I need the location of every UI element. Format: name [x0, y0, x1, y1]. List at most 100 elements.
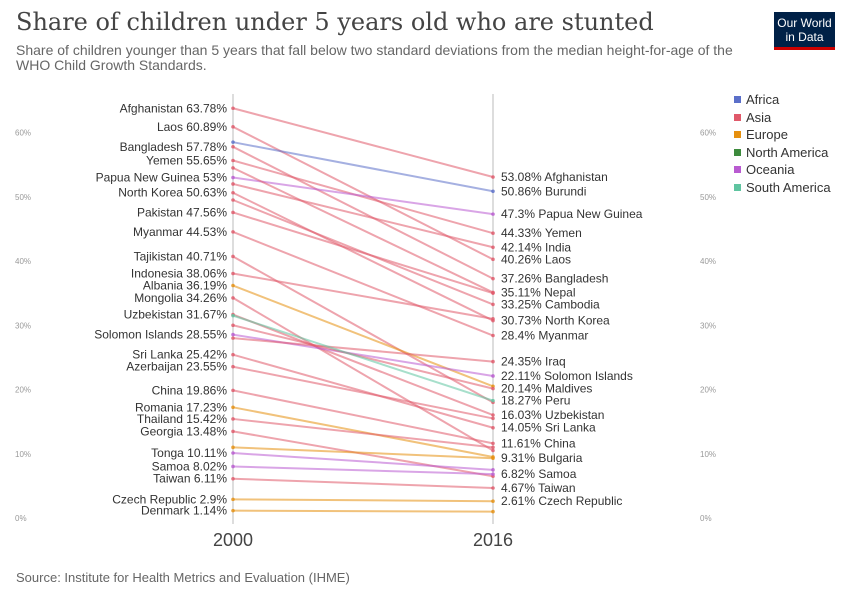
series-line	[232, 324, 494, 390]
label-2016: 2.61% Czech Republic	[501, 494, 622, 508]
legend-swatch	[734, 183, 741, 191]
legend-item[interactable]: Oceania	[734, 161, 831, 179]
series-point-2000	[231, 254, 235, 259]
series-line	[232, 313, 494, 416]
series-point-2016	[491, 416, 495, 421]
legend-item[interactable]: Asia	[734, 109, 831, 127]
label-2000: Myanmar 44.53%	[133, 225, 227, 239]
year-label-2000: 2000	[213, 530, 253, 550]
series-point-2016	[491, 175, 495, 179]
series-line	[232, 353, 494, 429]
label-2016: 20.14% Maldives	[501, 382, 592, 396]
series-point-2016	[491, 509, 495, 514]
series-point-2000	[231, 417, 235, 421]
y-tick-label-left: 20%	[15, 386, 31, 395]
series-group	[231, 106, 495, 514]
y-tick-label-right: 30%	[700, 321, 716, 330]
y-tick-label-right: 60%	[700, 129, 716, 138]
series-line	[232, 430, 494, 478]
label-2000: Czech Republic 2.9%	[112, 492, 227, 506]
series-line	[232, 365, 494, 420]
series-line	[232, 297, 494, 452]
legend-item[interactable]: South America	[734, 179, 831, 197]
series-line	[232, 145, 494, 280]
legend-label: Europe	[746, 127, 788, 143]
label-2016: 6.82% Samoa	[501, 467, 577, 481]
label-2000: Pakistan 47.56%	[137, 205, 227, 219]
label-2000: Mongolia 34.26%	[134, 291, 227, 305]
label-2016: 4.67% Taiwan	[501, 481, 576, 495]
label-2000: Georgia 13.48%	[140, 424, 227, 438]
series-point-2016	[491, 212, 495, 216]
series-point-2016	[491, 448, 495, 453]
label-2016: 40.26% Laos	[501, 252, 571, 266]
label-2000: Tajikistan 40.71%	[134, 249, 228, 263]
series-point-2000	[231, 145, 235, 149]
label-2000: Samoa 8.02%	[152, 459, 228, 473]
owid-logo[interactable]: Our World in Data	[774, 12, 835, 50]
source-note[interactable]: Source: Institute for Health Metrics and…	[16, 570, 350, 585]
series-point-2016	[491, 302, 495, 307]
label-2000: North Korea 50.63%	[118, 186, 227, 200]
legend-item[interactable]: North America	[734, 144, 831, 162]
label-2000: Denmark 1.14%	[141, 504, 227, 518]
series-point-2016	[491, 189, 495, 194]
legend-label: Africa	[746, 92, 780, 108]
label-2016: 47.3% Papua New Guinea	[501, 207, 643, 221]
series-line	[232, 159, 494, 235]
series-point-2016	[491, 276, 495, 281]
y-tick-label-right: 20%	[700, 386, 716, 395]
series-point-2016	[491, 374, 495, 378]
series-line	[232, 191, 494, 322]
legend-swatch	[734, 148, 741, 156]
legend-label: South America	[746, 179, 831, 195]
label-2000: China 19.86%	[152, 383, 228, 397]
series-point-2016	[491, 333, 495, 338]
legend-item[interactable]: Africa	[734, 91, 831, 109]
series-point-2016	[491, 425, 495, 430]
legend-swatch	[734, 113, 741, 121]
label-2000: Romania 17.23%	[135, 400, 227, 414]
label-2016: 24.35% Iraq	[501, 355, 566, 369]
label-2016: 28.4% Myanmar	[501, 329, 588, 343]
series-point-2000	[231, 210, 235, 215]
series-line	[232, 199, 494, 306]
label-2000: Yemen 55.65%	[146, 153, 227, 167]
label-2016: 37.26% Bangladesh	[501, 272, 608, 286]
series-line	[232, 465, 494, 476]
series-point-2000	[231, 497, 235, 502]
series-point-2000	[231, 464, 235, 469]
label-2016: 44.33% Yemen	[501, 226, 582, 240]
series-point-2000	[231, 283, 235, 288]
label-2000: Afghanistan 63.78%	[120, 101, 228, 115]
series-point-2000	[231, 323, 235, 328]
label-2016: 50.86% Burundi	[501, 184, 586, 198]
series-point-2016	[491, 456, 495, 460]
series-line	[232, 417, 494, 449]
series-point-2016	[491, 472, 495, 476]
label-2016: 16.03% Uzbekistan	[501, 408, 604, 422]
y-tick-label-left: 40%	[15, 257, 31, 266]
label-2000: Solomon Islands 28.55%	[94, 328, 227, 342]
series-point-2000	[231, 336, 235, 340]
label-2016: 22.11% Solomon Islands	[501, 369, 633, 383]
label-2000: Azerbaijan 23.55%	[126, 360, 227, 374]
series-line	[232, 446, 494, 460]
y-tick-label-right: 50%	[700, 193, 716, 202]
label-2000: Tonga 10.11%	[151, 446, 227, 460]
series-line	[232, 272, 494, 320]
y-tick-label-left: 10%	[15, 450, 31, 459]
series-point-2000	[231, 296, 235, 300]
series-point-2000	[231, 166, 235, 170]
label-2016: 42.14% India	[501, 240, 571, 254]
series-point-2016	[491, 257, 495, 262]
y-tick-label-right: 0%	[700, 514, 712, 523]
series-point-2016	[491, 486, 495, 490]
series-point-2016	[491, 499, 495, 504]
y-tick-label-right: 40%	[700, 257, 716, 266]
series-point-2000	[231, 198, 235, 202]
legend-item[interactable]: Europe	[734, 126, 831, 144]
y-tick-label-right: 10%	[700, 450, 716, 459]
series-line	[232, 107, 494, 178]
series-point-2000	[231, 140, 235, 144]
